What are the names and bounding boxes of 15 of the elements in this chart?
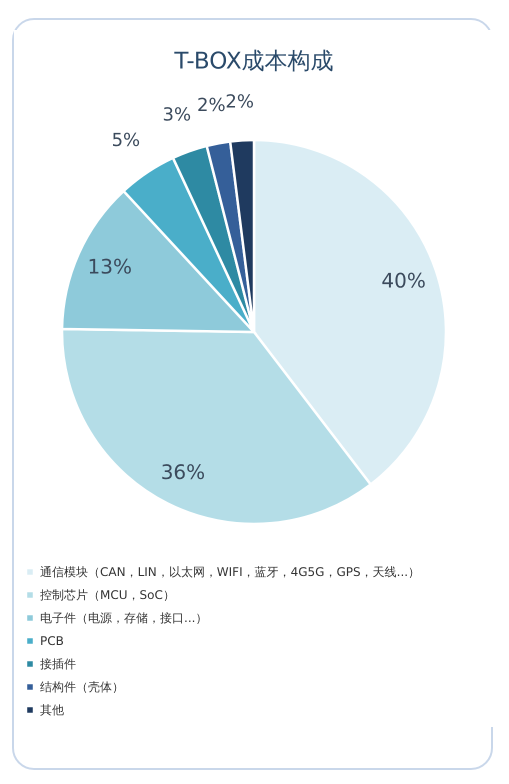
legend-label: 结构件（壳体） bbox=[40, 680, 124, 694]
data-label: 3% bbox=[162, 104, 192, 126]
legend-label: 其他 bbox=[40, 703, 64, 717]
data-label: 13% bbox=[88, 254, 132, 279]
legend-label: 通信模块（CAN，LIN，以太网，WIFI，蓝牙，4G5G，GPS，天线...） bbox=[40, 565, 420, 579]
legend-label: 电子件（电源，存储，接口...） bbox=[40, 611, 208, 625]
data-label: 40% bbox=[381, 268, 426, 292]
chart-title: T-BOX成本构成 bbox=[173, 48, 334, 74]
data-label: 2% bbox=[197, 94, 226, 116]
legend-label: 控制芯片（MCU，SoC） bbox=[40, 588, 175, 602]
data-label: 36% bbox=[160, 460, 206, 484]
data-label: 5% bbox=[112, 130, 140, 152]
legend-label: PCB bbox=[40, 634, 64, 648]
data-label: 2% bbox=[225, 91, 254, 112]
legend-label: 接插件 bbox=[40, 657, 76, 671]
